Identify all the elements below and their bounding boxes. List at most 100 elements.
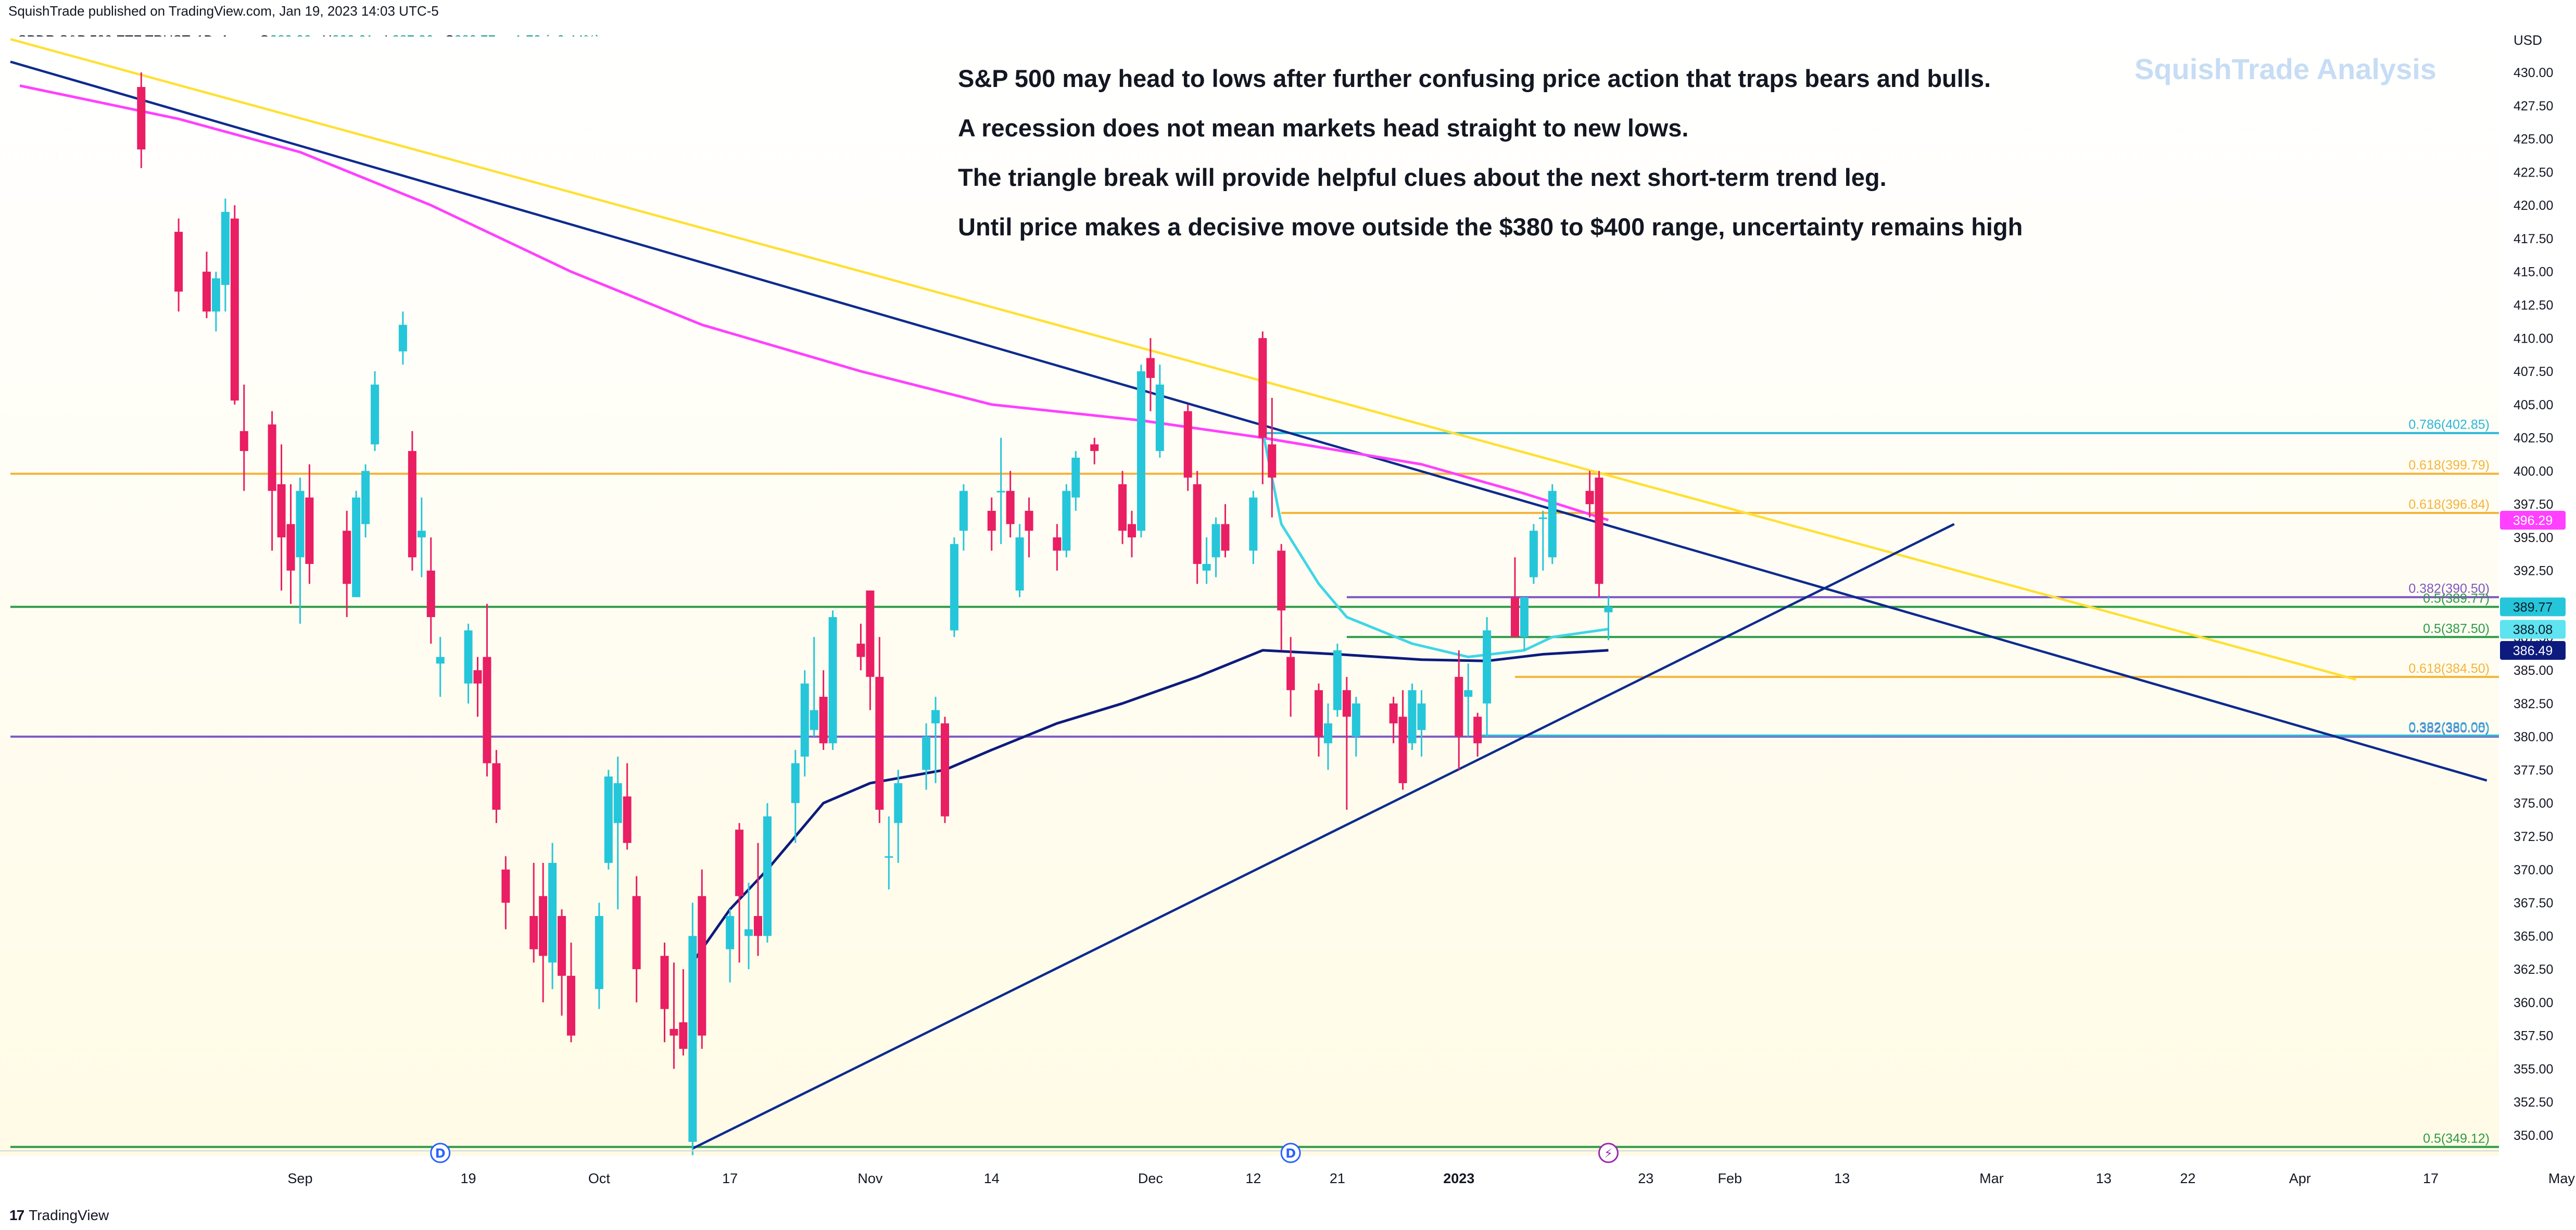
trendline-lower-support[interactable] xyxy=(692,523,1955,1150)
candle[interactable] xyxy=(875,637,884,823)
candle[interactable] xyxy=(1333,644,1342,717)
trendline-upper-yellow[interactable] xyxy=(10,38,2357,681)
candle[interactable] xyxy=(343,510,351,618)
candle[interactable] xyxy=(959,484,968,551)
candle[interactable] xyxy=(744,883,753,970)
candle[interactable] xyxy=(1006,471,1015,537)
candle[interactable] xyxy=(286,484,295,604)
candle[interactable] xyxy=(1268,398,1277,518)
candle[interactable] xyxy=(529,862,538,963)
candle[interactable] xyxy=(819,670,828,750)
candle[interactable] xyxy=(1053,524,1062,571)
candle[interactable] xyxy=(828,610,837,750)
candle[interactable] xyxy=(408,431,416,571)
candle[interactable] xyxy=(1128,510,1136,558)
candle[interactable] xyxy=(1249,491,1258,564)
candle[interactable] xyxy=(866,590,875,710)
candle[interactable] xyxy=(688,902,697,1156)
candle[interactable] xyxy=(1389,697,1398,744)
candle[interactable] xyxy=(996,437,1005,544)
candle[interactable] xyxy=(1408,683,1417,750)
candle[interactable] xyxy=(1529,524,1538,584)
candle[interactable] xyxy=(1510,557,1519,637)
candle[interactable] xyxy=(632,876,641,1002)
candle[interactable] xyxy=(1342,676,1351,810)
candle[interactable] xyxy=(239,384,248,491)
event-marker[interactable]: D xyxy=(1280,1143,1301,1163)
candle[interactable] xyxy=(604,770,613,870)
moving-average-ma_cyan[interactable] xyxy=(1261,431,1609,658)
candle[interactable] xyxy=(1071,451,1080,511)
candle[interactable] xyxy=(436,637,445,697)
candle[interactable] xyxy=(230,205,239,405)
candle[interactable] xyxy=(1137,365,1145,537)
candle[interactable] xyxy=(1062,484,1071,558)
candle[interactable] xyxy=(567,943,575,1043)
candle[interactable] xyxy=(1118,471,1127,544)
candle[interactable] xyxy=(558,909,566,1016)
candle[interactable] xyxy=(352,491,361,597)
candle[interactable] xyxy=(1277,544,1286,650)
candle[interactable] xyxy=(595,902,603,1009)
candle[interactable] xyxy=(137,72,146,168)
candle[interactable] xyxy=(1202,537,1211,584)
candle[interactable] xyxy=(174,218,183,312)
candle[interactable] xyxy=(1183,404,1192,491)
candle[interactable] xyxy=(1015,524,1024,597)
candle[interactable] xyxy=(361,464,370,537)
candle[interactable] xyxy=(1211,517,1220,578)
candle[interactable] xyxy=(1455,650,1463,770)
candle[interactable] xyxy=(268,411,276,551)
candle[interactable] xyxy=(1595,471,1603,597)
candle[interactable] xyxy=(202,252,211,318)
candle[interactable] xyxy=(548,843,557,989)
candle[interactable] xyxy=(1604,595,1613,641)
candle[interactable] xyxy=(941,717,949,823)
candle[interactable] xyxy=(1221,504,1230,558)
candle[interactable] xyxy=(763,803,772,943)
candle[interactable] xyxy=(1090,437,1099,465)
candle[interactable] xyxy=(398,311,407,365)
candle[interactable] xyxy=(473,657,482,717)
candle[interactable] xyxy=(539,862,548,1002)
candle[interactable] xyxy=(426,537,435,644)
candle[interactable] xyxy=(1538,510,1547,571)
candle[interactable] xyxy=(1352,697,1360,757)
candle[interactable] xyxy=(1483,617,1492,737)
candle[interactable] xyxy=(623,763,632,850)
tradingview-logo[interactable]: 17 TradingView xyxy=(9,1207,109,1224)
candle[interactable] xyxy=(1473,712,1482,757)
candle[interactable] xyxy=(483,604,491,777)
candle[interactable] xyxy=(735,823,744,963)
candle[interactable] xyxy=(885,816,893,890)
candle[interactable] xyxy=(856,623,865,671)
candle[interactable] xyxy=(501,856,510,930)
candle[interactable] xyxy=(492,750,501,823)
candle[interactable] xyxy=(1315,683,1323,757)
candle[interactable] xyxy=(1286,637,1295,717)
candle[interactable] xyxy=(660,943,669,1043)
moving-average-ma_fast[interactable] xyxy=(19,84,1609,522)
candle[interactable] xyxy=(670,962,678,1069)
candle[interactable] xyxy=(1398,690,1407,790)
candle[interactable] xyxy=(296,478,305,624)
candle[interactable] xyxy=(221,198,230,312)
candle[interactable] xyxy=(1417,690,1426,757)
candle[interactable] xyxy=(1520,597,1529,650)
candle[interactable] xyxy=(211,271,220,332)
trendline-upper-navy[interactable] xyxy=(10,60,2487,782)
candle[interactable] xyxy=(1025,497,1033,558)
candle[interactable] xyxy=(987,497,996,551)
candle[interactable] xyxy=(931,697,940,783)
candle[interactable] xyxy=(1464,663,1473,737)
candle[interactable] xyxy=(894,770,903,863)
candle[interactable] xyxy=(1585,471,1594,518)
candle[interactable] xyxy=(754,843,762,956)
candle[interactable] xyxy=(613,756,622,910)
candle[interactable] xyxy=(726,909,735,983)
candle[interactable] xyxy=(371,371,380,451)
candle[interactable] xyxy=(679,969,688,1056)
candle[interactable] xyxy=(464,623,473,704)
candle[interactable] xyxy=(698,869,706,1049)
candle[interactable] xyxy=(922,723,931,790)
